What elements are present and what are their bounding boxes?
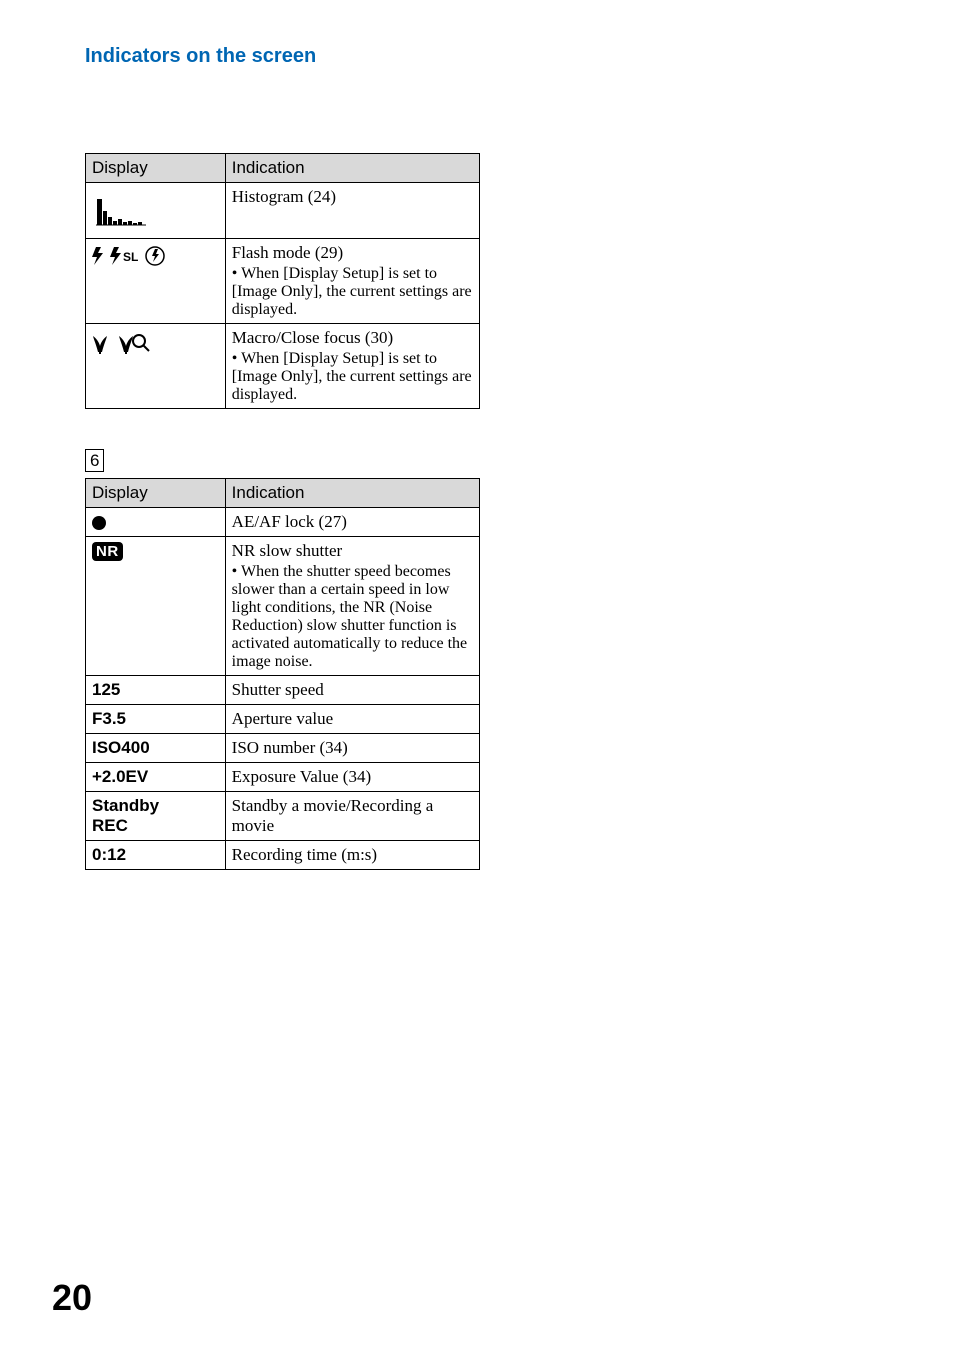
section-title: Indicators on the screen — [85, 45, 874, 68]
table-row: ISO400 ISO number (34) — [86, 734, 480, 763]
display-cell: ISO400 — [86, 734, 226, 763]
indication-cell: NR slow shutter When the shutter speed b… — [225, 537, 479, 676]
table-row: F3.5 Aperture value — [86, 705, 480, 734]
table-row: 125 Shutter speed — [86, 676, 480, 705]
indication-text: Flash mode (29) — [232, 243, 473, 263]
col-header-indication: Indication — [225, 154, 479, 183]
indication-cell: Standby a movie/Recording a movie — [225, 792, 479, 841]
indicator-table-5: Display Indication — [85, 153, 480, 409]
display-cell: +2.0EV — [86, 763, 226, 792]
table-row: SL Flash mode (29) When [Display Setup] … — [86, 239, 480, 324]
display-cell: Standby REC — [86, 792, 226, 841]
table-row: Standby REC Standby a movie/Recording a … — [86, 792, 480, 841]
display-cell — [86, 324, 226, 409]
table-row: Histogram (24) — [86, 183, 480, 239]
display-cell: NR — [86, 537, 226, 676]
table-row: Macro/Close focus (30) When [Display Set… — [86, 324, 480, 409]
section-6-label: 6 — [85, 449, 104, 472]
aeaf-lock-icon — [92, 516, 106, 530]
display-text-2: REC — [92, 816, 219, 836]
indication-note: When [Display Setup] is set to [Image On… — [232, 350, 473, 404]
indication-cell: Aperture value — [225, 705, 479, 734]
indication-cell: Recording time (m:s) — [225, 841, 479, 870]
display-cell: 125 — [86, 676, 226, 705]
col-header-display: Display — [86, 154, 226, 183]
indicator-table-6: Display Indication AE/AF lock (27) NR NR… — [85, 478, 480, 870]
indication-text: NR slow shutter — [232, 541, 473, 561]
indication-note: When [Display Setup] is set to [Image On… — [232, 265, 473, 319]
display-cell: SL — [86, 239, 226, 324]
display-cell: F3.5 — [86, 705, 226, 734]
page-number: 20 — [52, 1277, 92, 1319]
svg-text:SL: SL — [123, 250, 138, 264]
indication-cell: ISO number (34) — [225, 734, 479, 763]
indication-cell: Flash mode (29) When [Display Setup] is … — [225, 239, 479, 324]
nr-icon: NR — [92, 542, 123, 561]
indication-note: When the shutter speed becomes slower th… — [232, 563, 473, 671]
indication-cell: Exposure Value (34) — [225, 763, 479, 792]
table-row: +2.0EV Exposure Value (34) — [86, 763, 480, 792]
macro-icon — [90, 341, 154, 360]
indication-cell: AE/AF lock (27) — [225, 508, 479, 537]
histogram-icon — [94, 189, 154, 229]
indication-cell: Macro/Close focus (30) When [Display Set… — [225, 324, 479, 409]
display-cell — [86, 183, 226, 239]
display-cell: 0:12 — [86, 841, 226, 870]
flash-icon: SL — [90, 252, 170, 271]
table-row: AE/AF lock (27) — [86, 508, 480, 537]
table-row: NR NR slow shutter When the shutter spee… — [86, 537, 480, 676]
indication-cell: Histogram (24) — [225, 183, 479, 239]
display-text-1: Standby — [92, 796, 219, 816]
col-header-display: Display — [86, 479, 226, 508]
indication-text: Macro/Close focus (30) — [232, 328, 473, 348]
col-header-indication: Indication — [225, 479, 479, 508]
display-cell — [86, 508, 226, 537]
table-row: 0:12 Recording time (m:s) — [86, 841, 480, 870]
indication-cell: Shutter speed — [225, 676, 479, 705]
